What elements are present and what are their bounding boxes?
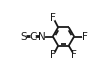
Text: S: S: [20, 32, 27, 41]
Circle shape: [51, 16, 55, 20]
Text: F: F: [71, 50, 77, 60]
Text: C: C: [29, 32, 37, 41]
Circle shape: [40, 34, 44, 39]
Circle shape: [21, 34, 26, 39]
Circle shape: [31, 34, 35, 39]
Circle shape: [72, 53, 76, 57]
Text: F: F: [82, 32, 87, 41]
Circle shape: [51, 53, 55, 57]
Text: F: F: [50, 50, 56, 60]
Text: F: F: [50, 13, 56, 23]
Circle shape: [83, 35, 86, 38]
Text: N: N: [38, 32, 46, 41]
